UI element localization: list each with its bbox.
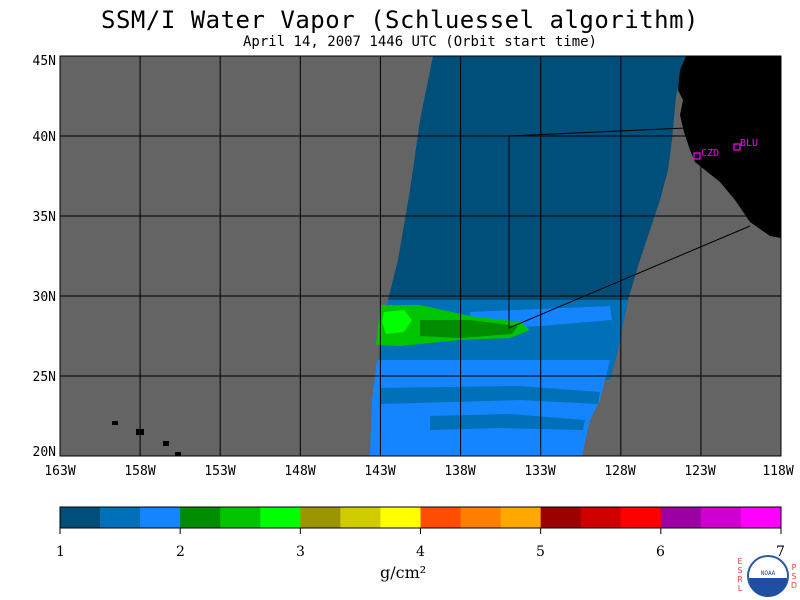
land-mass [678, 56, 781, 238]
logo-letter: S [791, 572, 797, 581]
colorbar-cell [540, 507, 582, 528]
lat-label: 45N [33, 54, 56, 69]
lat-labels: 45N 40N 35N 30N 25N 20N [33, 54, 56, 460]
colorbar-cell [180, 507, 221, 528]
colorbar-tick-label: 6 [656, 544, 665, 560]
page-title: SSM/I Water Vapor (Schluessel algorithm) [101, 6, 699, 34]
colorbar-cell [380, 507, 421, 528]
colorbar-cell [460, 507, 502, 528]
logo-letters-left: E S R L [736, 557, 744, 593]
lon-label: 163W [44, 464, 75, 479]
noaa-logo-icon: NOAA [747, 555, 789, 597]
moisture-plume-bright [382, 310, 412, 334]
colorbar-tick-label: 1 [56, 544, 65, 560]
lon-label: 118W [762, 464, 793, 479]
logo-letter: L [737, 584, 743, 593]
colorbar-tick-label: 7 [776, 544, 785, 560]
station-label: BLU [740, 138, 758, 149]
colorbar-cell [100, 507, 141, 528]
logo-letter: S [737, 566, 743, 575]
logo-letter: D [790, 581, 798, 590]
lat-label: 25N [33, 370, 56, 385]
colorbar-cell [420, 507, 462, 528]
colorbar-cell [140, 507, 181, 528]
lat-label: 20N [33, 445, 56, 460]
logo-letter: R [737, 575, 743, 584]
station-blu: BLU [733, 138, 758, 151]
moisture-plume-dark-green [420, 320, 518, 338]
logo-letter: P [791, 563, 797, 572]
colorbar [60, 507, 782, 528]
colorbar-tick-label: 5 [536, 544, 545, 560]
swath-streak-2 [430, 414, 585, 430]
colorbar-cell [740, 507, 782, 528]
colorbar-cell [580, 507, 622, 528]
lon-labels: 163W 158W 153W 148W 143W 138W 133W 128W … [44, 464, 793, 479]
colorbar-tick-label: 2 [176, 544, 185, 560]
station-czd: CZD [693, 148, 719, 160]
page-subtitle: April 14, 2007 1446 UTC (Orbit start tim… [242, 34, 597, 50]
colorbar-cell [340, 507, 381, 528]
graticule [60, 56, 781, 456]
colorbar-cell [300, 507, 341, 528]
lon-label: 143W [364, 464, 395, 479]
swath-light-blue [370, 360, 610, 456]
colorbar-units: g/cm² [380, 563, 427, 582]
station-label: CZD [701, 148, 719, 159]
logo-emblem-text: NOAA [761, 570, 776, 577]
lat-label: 40N [33, 130, 56, 145]
logo-letter: E [737, 557, 743, 566]
lon-label: 158W [124, 464, 155, 479]
station-marker [693, 152, 701, 160]
lon-label: 153W [204, 464, 235, 479]
lon-label: 128W [604, 464, 635, 479]
swath-streak-1 [380, 386, 600, 404]
lon-label: 133W [524, 464, 555, 479]
lon-label: 148W [284, 464, 315, 479]
swath-dark-blue [388, 56, 686, 300]
colorbar-cell [260, 507, 301, 528]
map-frame [59, 55, 782, 457]
colorbar-cell [500, 507, 542, 528]
colorbar-tick-label: 3 [296, 544, 305, 560]
colorbar-tick-label: 4 [416, 544, 425, 560]
logo-letters-right: P S D [790, 563, 798, 590]
colorbar-cell [620, 507, 662, 528]
sector-lines [508, 127, 751, 329]
colorbar-cell [660, 507, 702, 528]
colorbar-ticks [59, 528, 782, 534]
lat-label: 35N [33, 210, 56, 225]
colorbar-cell [220, 507, 261, 528]
station-marker [733, 143, 741, 151]
lon-label: 123W [684, 464, 715, 479]
colorbar-cell [700, 507, 742, 528]
lon-label: 138W [444, 464, 475, 479]
lat-label: 30N [33, 290, 56, 305]
colorbar-cell [60, 507, 101, 528]
